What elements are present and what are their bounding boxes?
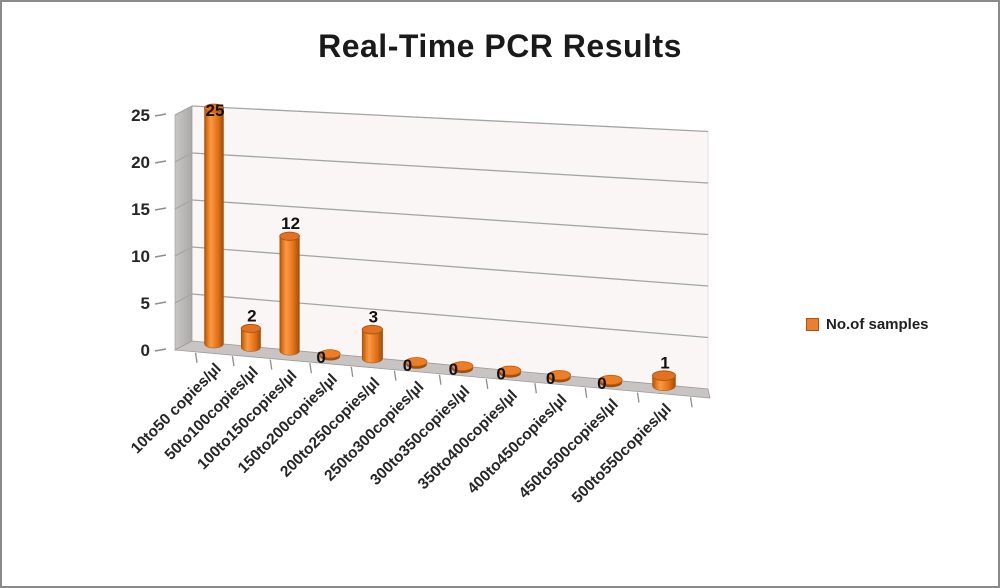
data-label: 0 <box>403 356 412 375</box>
zero-disc <box>548 370 572 381</box>
x-axis-tick <box>438 374 442 385</box>
data-label: 3 <box>369 308 378 327</box>
x-axis-category-label: 400to450copies/µl <box>464 391 570 497</box>
floor <box>173 340 711 399</box>
x-axis-category-label: 350to400copies/µl <box>415 387 521 493</box>
x-axis-tick <box>584 387 588 398</box>
zero-disc <box>451 361 474 372</box>
side-wall-gridline <box>174 152 193 163</box>
x-axis-tick <box>485 378 489 390</box>
gridline <box>191 246 709 287</box>
y-axis-tick-label: 5 <box>141 294 150 313</box>
back-wall <box>191 105 709 390</box>
x-axis-tick <box>231 356 235 367</box>
gridline <box>191 105 709 133</box>
x-axis-tick <box>194 352 198 363</box>
x-axis-category-label: 300to350copies/µl <box>367 383 473 489</box>
data-label: 0 <box>546 369 555 388</box>
data-label: 12 <box>281 214 300 233</box>
bar-cylinder-cap <box>279 231 300 241</box>
x-axis-tick <box>636 392 640 403</box>
y-axis-tick <box>154 254 167 258</box>
data-label: 0 <box>316 348 325 367</box>
zero-disc <box>405 357 428 367</box>
legend: No.of samples <box>806 316 929 333</box>
side-wall-gridline <box>174 105 193 116</box>
bar-cylinder-cap <box>652 370 676 382</box>
x-axis-tick <box>269 359 273 370</box>
y-axis-tick-label: 10 <box>131 247 150 266</box>
gridline <box>191 293 709 339</box>
x-axis-tick <box>309 362 312 374</box>
chart-title: Real-Time PCR Results <box>318 28 682 64</box>
x-axis-tick <box>350 366 354 377</box>
bar-cylinder-cap <box>240 323 262 334</box>
side-wall-gridline <box>174 199 193 210</box>
bar-cylinder <box>240 328 261 352</box>
y-axis-tick-label: 25 <box>131 106 150 125</box>
x-axis-tick <box>393 370 397 381</box>
y-axis-tick <box>154 207 167 211</box>
x-axis-tick <box>534 383 537 394</box>
y-axis-tick <box>154 301 167 305</box>
bar-cylinder <box>279 235 300 356</box>
y-axis-tick-label: 15 <box>131 200 150 219</box>
side-wall-gridline <box>174 246 193 257</box>
gridline <box>191 152 709 184</box>
bar-cylinder <box>204 107 224 349</box>
y-axis-tick-label: 0 <box>141 341 150 360</box>
data-label: 0 <box>449 360 458 379</box>
data-label: 2 <box>247 306 256 325</box>
y-axis-tick <box>154 160 167 164</box>
zero-disc <box>319 349 341 359</box>
y-axis-tick <box>154 113 167 117</box>
x-axis-tick <box>689 397 693 408</box>
data-label: 0 <box>597 374 606 393</box>
gridline <box>191 199 709 236</box>
x-axis-category-label: 500to550copies/µl <box>569 401 675 507</box>
zero-disc <box>498 365 522 376</box>
bar-cylinder <box>361 329 383 364</box>
bar-cylinder-cap <box>204 103 224 113</box>
zero-disc <box>599 374 623 386</box>
y-axis-tick <box>154 348 167 352</box>
side-wall-gridline <box>174 293 193 304</box>
y-axis-tick-label: 20 <box>131 153 150 172</box>
data-label: 1 <box>660 354 669 373</box>
data-label: 25 <box>206 101 225 120</box>
data-label: 0 <box>496 365 505 384</box>
legend-swatch-icon <box>806 318 819 331</box>
legend-label: No.of samples <box>826 316 929 333</box>
x-axis-category-label: 450to500copies/µl <box>516 396 622 502</box>
side-wall <box>174 105 193 351</box>
bar-cylinder-cap <box>361 324 384 335</box>
